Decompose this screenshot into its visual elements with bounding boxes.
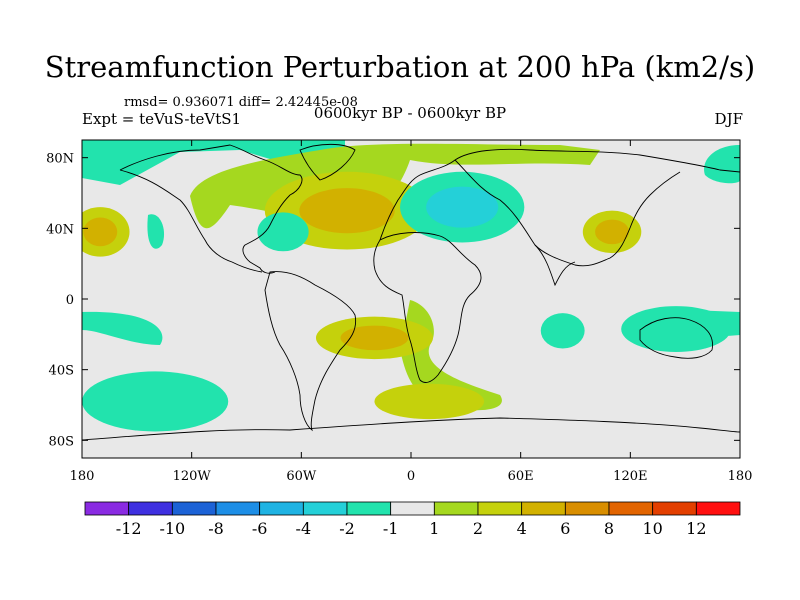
period-label: 0600kyr BP - 0600kyr BP: [313, 104, 507, 122]
contour-europe-low-neg2: [426, 186, 499, 228]
contour-north-atlantic-high-4: [299, 188, 395, 234]
colorbar-label: 10: [642, 519, 662, 538]
colorbar-box: [433, 501, 479, 516]
experiment-label: Expt = teVuS-teVtS1: [82, 110, 242, 128]
y-tick-label: 40N: [46, 222, 74, 237]
colorbar-box: [346, 501, 392, 516]
x-tick-label: 60E: [508, 469, 534, 484]
greenland: [299, 143, 356, 181]
colorbar-label: 6: [560, 519, 570, 538]
contour-indian-ocean-low-neg1: [540, 313, 585, 349]
colorbar-box: [521, 501, 566, 516]
y-tick-label: 40S: [49, 364, 74, 379]
colorbar-label: -8: [208, 519, 224, 538]
x-tick-label: 60W: [286, 469, 317, 484]
contour-south-atlantic-high-4: [340, 325, 409, 351]
colorbar-box: [477, 501, 523, 516]
x-tick-label: 120E: [613, 469, 647, 484]
australia: [639, 317, 713, 359]
colorbar-box: [215, 501, 261, 516]
x-tick-label: 180: [70, 469, 95, 484]
x-tick-label: 0: [407, 469, 415, 484]
arctic-band: [82, 140, 345, 185]
x-tick-label: 120W: [173, 469, 212, 484]
europe-asia: [379, 148, 740, 267]
contour-south-pacific-low-neg1: [82, 371, 229, 432]
west-atlantic-n-blob: [704, 145, 740, 184]
colorbar-label: -1: [383, 519, 399, 538]
chart-title: Streamfunction Perturbation at 200 hPa (…: [44, 50, 756, 84]
colorbar-label: -10: [159, 519, 185, 538]
colorbar-box: [390, 501, 435, 516]
season-label: DJF: [714, 110, 743, 128]
colorbar-box: [259, 501, 304, 516]
y-tick-label: 80N: [46, 152, 74, 167]
contour-north-pacific-high-4: [83, 217, 118, 247]
colorbar-box: [564, 501, 610, 516]
coastlines: [82, 143, 740, 441]
colorbar-box: [128, 501, 173, 516]
colorbar-label: -12: [116, 519, 142, 538]
africa: [373, 232, 482, 383]
contour-south-atlantic-tail-2: [374, 383, 485, 420]
india: [534, 244, 576, 287]
contour-east-asia-high-4: [595, 219, 630, 245]
colorbar-label: 8: [604, 519, 614, 538]
colorbar-label: -2: [339, 519, 355, 538]
colorbar-box: [695, 501, 741, 516]
colorbar-label: -4: [296, 519, 312, 538]
x-tick-label: 180: [728, 469, 753, 484]
contour-north-america-low-neg1: [257, 212, 309, 252]
colorbar-label: 12: [686, 519, 706, 538]
south-america: [264, 271, 357, 432]
colorbar-label: 2: [473, 519, 483, 538]
stats-line: rmsd= 0.936071 diff= 2.42445e-08: [124, 95, 358, 110]
north-america-coast: [119, 144, 303, 274]
colorbar-box: [84, 501, 130, 516]
north-america-west: [119, 169, 263, 273]
colorbar-box: [171, 501, 217, 516]
colorbar-label: 1: [429, 519, 439, 538]
y-tick-label: 0: [66, 293, 74, 308]
colorbar-label: -6: [252, 519, 268, 538]
colorbar-box: [608, 501, 654, 516]
y-tick-label: 80S: [49, 434, 74, 449]
contour-australia-low-neg1: [621, 306, 731, 352]
pacific-arc: [82, 311, 163, 345]
colorbar-box: [652, 501, 697, 516]
colorbar-label: 4: [517, 519, 527, 538]
antarctica: [82, 417, 740, 441]
north-pacific-cyan: [147, 214, 165, 249]
colorbar-box: [302, 501, 348, 516]
